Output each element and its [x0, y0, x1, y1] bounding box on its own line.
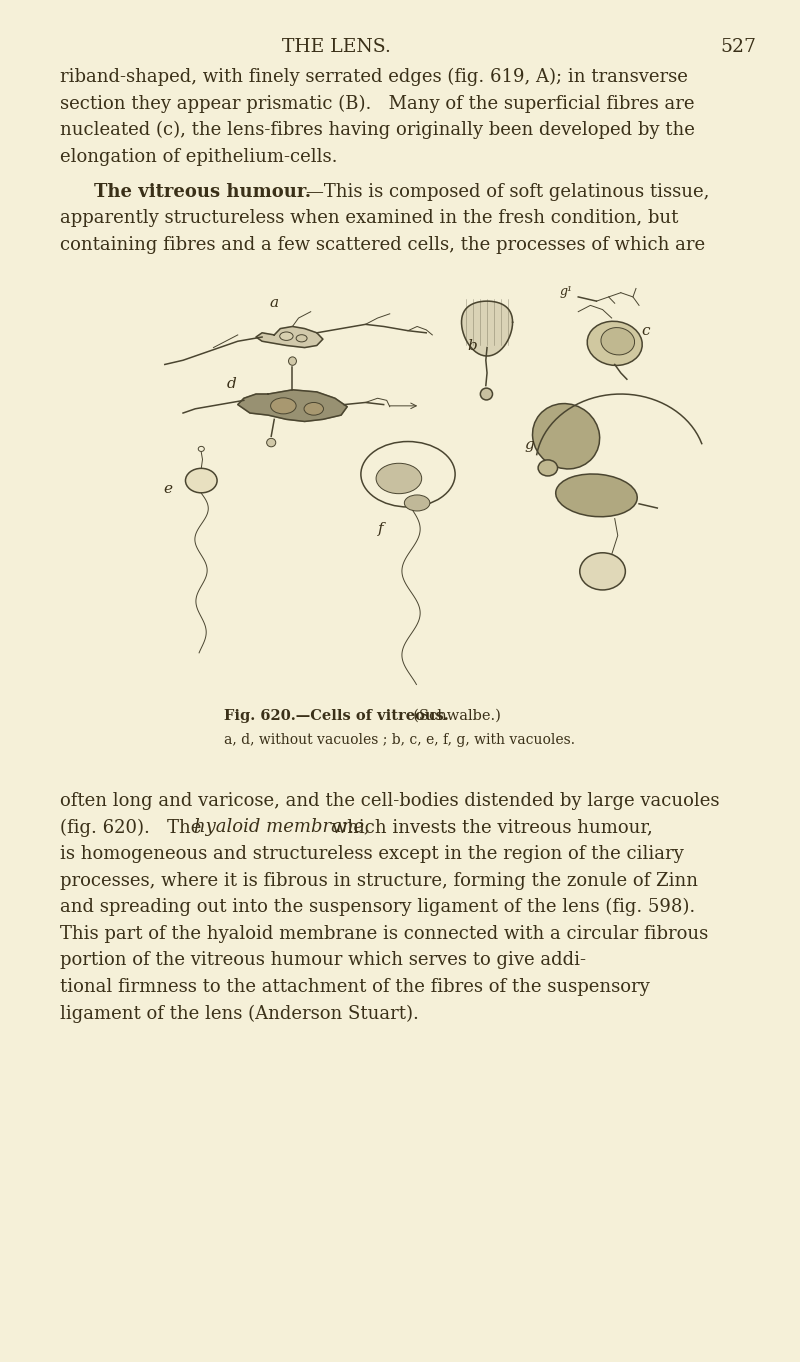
Text: which invests the vitreous humour,: which invests the vitreous humour,: [326, 819, 652, 836]
Text: ligament of the lens (Anderson Stuart).: ligament of the lens (Anderson Stuart).: [60, 1004, 419, 1023]
Text: 527: 527: [720, 38, 756, 56]
Ellipse shape: [580, 553, 626, 590]
Ellipse shape: [280, 332, 293, 340]
Text: c: c: [641, 324, 650, 338]
Ellipse shape: [538, 460, 558, 475]
Text: The vitreous humour.: The vitreous humour.: [94, 183, 310, 200]
Text: is homogeneous and structureless except in the region of the ciliary: is homogeneous and structureless except …: [60, 844, 684, 864]
Text: g¹: g¹: [559, 285, 573, 298]
Text: tional firmness to the attachment of the fibres of the suspensory: tional firmness to the attachment of the…: [60, 978, 650, 996]
Ellipse shape: [289, 357, 297, 365]
Text: hyaloid membrane,: hyaloid membrane,: [194, 819, 370, 836]
Text: —This is composed of soft gelatinous tissue,: —This is composed of soft gelatinous tis…: [306, 183, 709, 200]
Text: (Schwalbe.): (Schwalbe.): [404, 708, 501, 723]
Text: riband-shaped, with finely serrated edges (fig. 619, Α); in transverse: riband-shaped, with finely serrated edge…: [60, 68, 688, 86]
Text: elongation of epithelium-cells.: elongation of epithelium-cells.: [60, 147, 338, 166]
Text: a: a: [270, 297, 279, 311]
Text: a, d, without vacuoles ; b, c, e, f, g, with vacuoles.: a, d, without vacuoles ; b, c, e, f, g, …: [225, 733, 575, 748]
Text: nucleated (c), the lens-fibres having originally been developed by the: nucleated (c), the lens-fibres having or…: [60, 121, 695, 139]
Text: often long and varicose, and the cell-bodies distended by large vacuoles: often long and varicose, and the cell-bo…: [60, 791, 719, 810]
Text: and spreading out into the suspensory ligament of the lens (fig. 598).: and spreading out into the suspensory li…: [60, 898, 695, 917]
Ellipse shape: [533, 403, 600, 469]
Ellipse shape: [304, 402, 323, 415]
Ellipse shape: [186, 469, 217, 493]
Ellipse shape: [404, 494, 430, 511]
Text: apparently structureless when examined in the fresh condition, but: apparently structureless when examined i…: [60, 208, 678, 227]
Text: b: b: [467, 339, 477, 353]
Polygon shape: [238, 390, 347, 421]
Ellipse shape: [266, 439, 276, 447]
Ellipse shape: [270, 398, 296, 414]
Text: THE LENS.: THE LENS.: [282, 38, 390, 56]
Text: portion of the vitreous humour which serves to give addi-: portion of the vitreous humour which ser…: [60, 951, 586, 970]
Text: f: f: [378, 523, 383, 537]
Polygon shape: [256, 327, 323, 347]
Text: Fig. 620.—Cells of vitreous.: Fig. 620.—Cells of vitreous.: [224, 708, 449, 723]
Ellipse shape: [587, 321, 642, 365]
Text: This part of the hyaloid membrane is connected with a circular fibrous: This part of the hyaloid membrane is con…: [60, 925, 708, 943]
Text: (fig. 620).   The: (fig. 620). The: [60, 819, 207, 836]
Text: e: e: [163, 482, 172, 496]
Text: g: g: [525, 439, 534, 452]
Ellipse shape: [601, 328, 634, 355]
Text: section they appear prismatic (Β).   Many of the superficial fibres are: section they appear prismatic (Β). Many …: [60, 95, 694, 113]
Ellipse shape: [376, 463, 422, 493]
Polygon shape: [462, 301, 513, 355]
Text: d: d: [227, 377, 237, 391]
Text: containing fibres and a few scattered cells, the processes of which are: containing fibres and a few scattered ce…: [60, 236, 705, 253]
Ellipse shape: [480, 388, 493, 400]
Text: processes, where it is fibrous in structure, forming the zonule of Zinn: processes, where it is fibrous in struct…: [60, 872, 698, 889]
Ellipse shape: [556, 474, 638, 516]
Ellipse shape: [296, 335, 307, 342]
